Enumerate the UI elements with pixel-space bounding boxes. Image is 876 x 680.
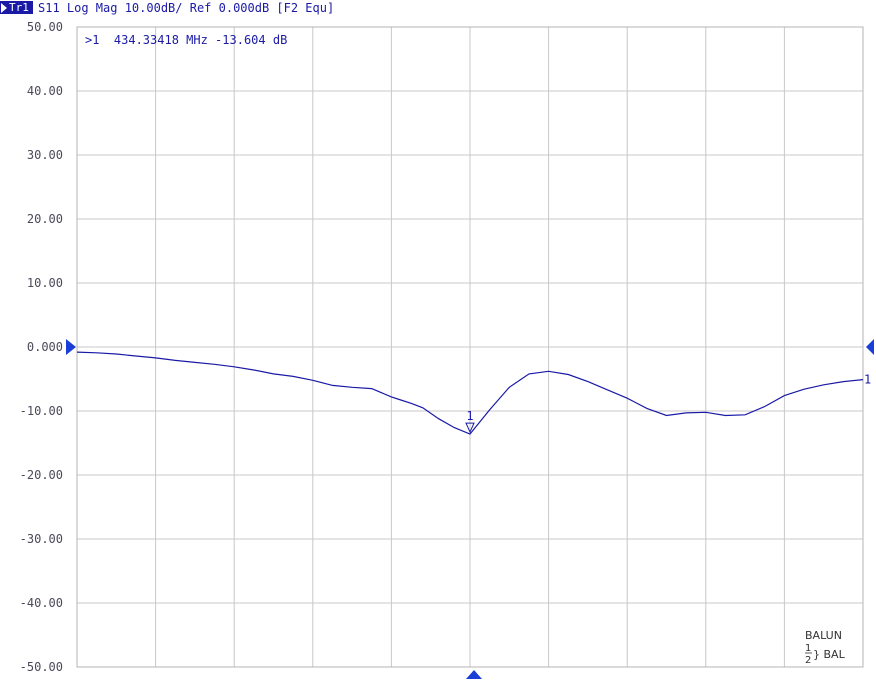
marker-1-label: 1 [466, 409, 473, 423]
y-tick-label: 20.00 [27, 212, 63, 226]
balun-port-2: 2 [805, 655, 811, 666]
balun-port-1: 1 [805, 643, 811, 654]
trace-line [76, 351, 864, 435]
ref-level-marker-left-icon[interactable] [66, 339, 76, 355]
trace-end-label: 1 [864, 373, 871, 387]
grid [77, 27, 863, 667]
trace-settings-text: S11 Log Mag 10.00dB/ Ref 0.000dB [F2 Equ… [38, 1, 335, 15]
marker-1-triangle-icon [465, 422, 475, 434]
y-tick-label: 30.00 [27, 148, 63, 162]
y-tick-label: 10.00 [27, 276, 63, 290]
trace-tag[interactable]: Tr1 [0, 1, 33, 14]
trace-arrow-icon [1, 3, 7, 13]
active-marker-position-icon[interactable] [466, 670, 482, 679]
y-tick-label: -10.00 [20, 404, 63, 418]
trace-header: Tr1 S11 Log Mag 10.00dB/ Ref 0.000dB [F2… [0, 0, 876, 16]
marker-readout: >1 434.33418 MHz -13.604 dB [85, 33, 287, 47]
y-tick-label: 50.00 [27, 20, 63, 34]
trace-name: Tr1 [9, 1, 29, 14]
y-tick-labels: 50.00 40.00 30.00 20.00 10.00 0.000 -10.00 -20.… [20, 20, 63, 674]
marker-1[interactable]: 1 [465, 409, 475, 434]
balun-title: BALUN [805, 629, 842, 642]
y-tick-label: 40.00 [27, 84, 63, 98]
y-tick-label: 0.000 [27, 340, 63, 354]
y-tick-label: -40.00 [20, 596, 63, 610]
y-tick-label: -20.00 [20, 468, 63, 482]
y-tick-label: -30.00 [20, 532, 63, 546]
y-tick-label: -50.00 [20, 660, 63, 674]
balun-label: } BAL [813, 648, 846, 661]
balun-indicator: BALUN 1 2 } BAL [805, 629, 846, 666]
plot-frame [76, 26, 864, 668]
ref-level-marker-right-icon[interactable] [866, 339, 874, 355]
